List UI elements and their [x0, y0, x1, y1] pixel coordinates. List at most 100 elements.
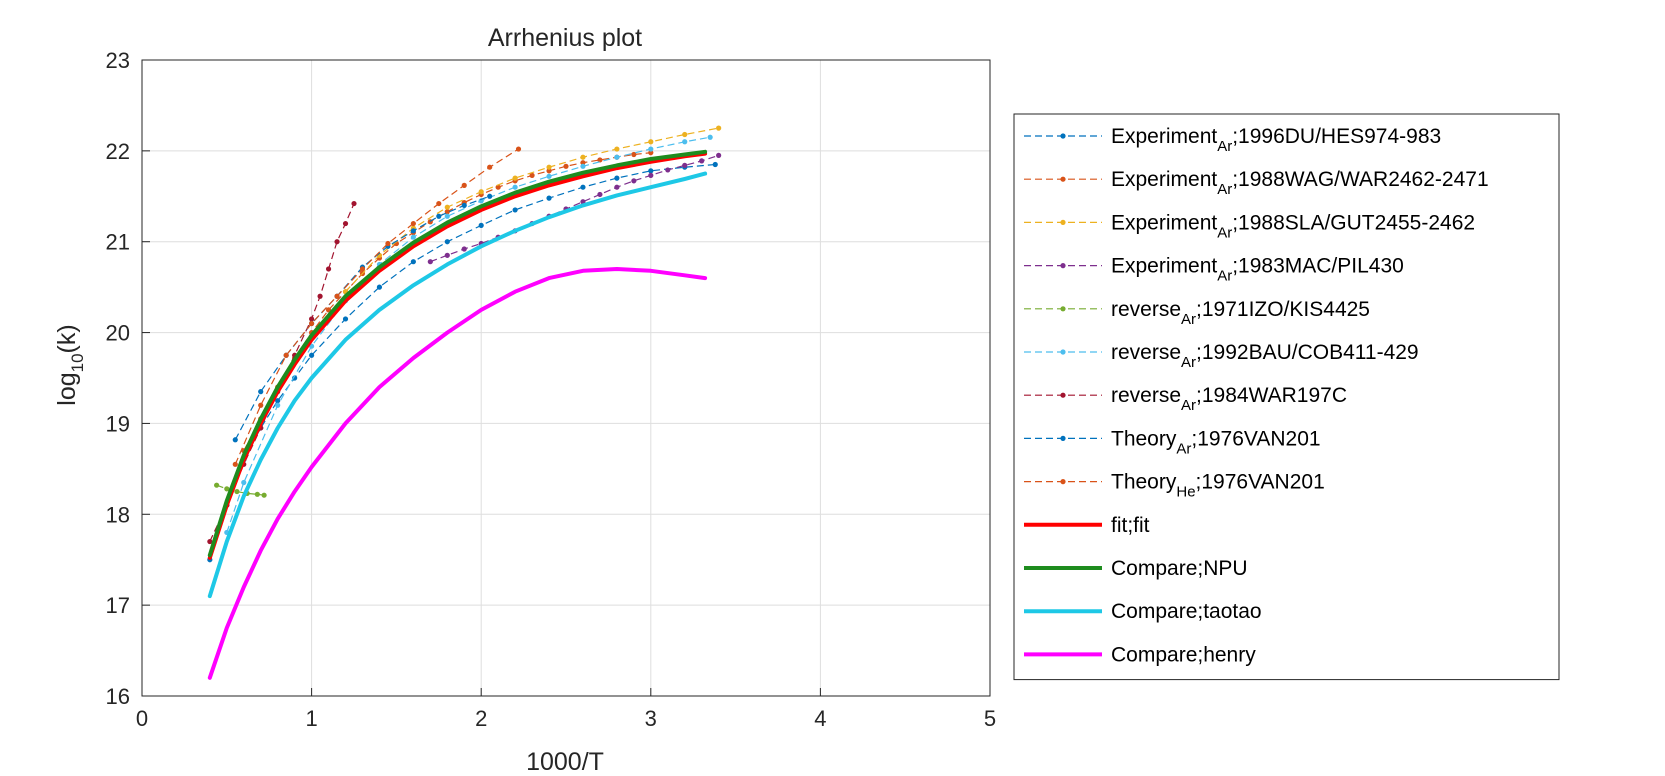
data-point — [325, 307, 332, 313]
data-point — [334, 293, 340, 299]
data-point — [232, 437, 238, 443]
y-tick-label: 23 — [106, 48, 130, 73]
legend-entry: TheoryHe;1976VAN201 — [1024, 471, 1325, 501]
data-point — [515, 146, 522, 152]
data-point — [207, 538, 213, 545]
data-point — [648, 168, 654, 174]
series-4 — [214, 482, 267, 498]
legend-label-name: reverse — [1111, 298, 1181, 321]
data-point — [648, 172, 654, 178]
data-point — [665, 167, 671, 173]
data-point — [580, 160, 586, 166]
data-point — [325, 266, 332, 272]
data-point — [444, 252, 450, 258]
legend-label-suffix: ;1988WAG/WAR2462-2471 — [1232, 168, 1488, 191]
data-point — [682, 162, 688, 168]
series-8 — [232, 146, 522, 467]
series-line — [216, 484, 265, 496]
legend-entry: reverseAr;1971IZO/KIS4425 — [1024, 298, 1370, 328]
legend-swatch-marker — [1060, 176, 1066, 182]
data-point — [234, 488, 240, 495]
legend-entry: ExperimentAr;1988SLA/GUT2455-2462 — [1024, 211, 1475, 241]
data-point — [342, 316, 349, 322]
data-point — [597, 157, 603, 163]
data-point — [478, 198, 484, 204]
data-point — [309, 320, 315, 327]
data-point — [614, 154, 620, 160]
data-point — [597, 191, 603, 198]
legend-label-name: Experiment — [1111, 255, 1217, 278]
series-line — [207, 267, 708, 680]
data-point — [512, 184, 518, 190]
data-point — [461, 246, 467, 252]
legend-label-sub: He — [1176, 484, 1195, 501]
data-point — [436, 200, 442, 207]
y-axis-label-rest: (k) — [53, 324, 81, 353]
x-tick-label: 5 — [984, 706, 996, 731]
data-point — [580, 184, 586, 190]
legend-label-sub: Ar — [1217, 268, 1232, 285]
data-point — [631, 151, 637, 158]
plot-background — [142, 60, 990, 696]
data-point — [614, 146, 620, 152]
legend-entry: Compare;taotao — [1024, 600, 1262, 623]
data-point — [444, 213, 450, 219]
data-point — [254, 491, 260, 497]
x-tick-label: 1 — [305, 706, 317, 731]
legend-swatch-marker — [1060, 219, 1066, 225]
series-11 — [207, 171, 708, 599]
legend-swatch-marker — [1060, 435, 1066, 441]
data-point — [648, 146, 654, 152]
legend-label: Compare;taotao — [1111, 600, 1262, 623]
series-line — [345, 127, 719, 293]
data-point — [385, 240, 391, 247]
x-tick-label: 2 — [475, 706, 487, 731]
legend-label-sub: Ar — [1217, 224, 1232, 241]
legend-label-name: fit;fit — [1111, 514, 1150, 537]
data-point — [512, 207, 518, 213]
series-line — [207, 171, 708, 599]
data-point — [309, 316, 315, 322]
data-point — [275, 398, 281, 404]
legend-label-sub: Ar — [1217, 138, 1232, 155]
series-line — [207, 149, 708, 558]
y-tick-label: 19 — [106, 411, 130, 436]
legend-entry: Compare;henry — [1024, 643, 1256, 666]
legend-label: ExperimentAr;1983MAC/PIL430 — [1111, 255, 1404, 285]
data-point — [427, 259, 433, 265]
data-point — [461, 202, 467, 208]
legend-label: ExperimentAr;1988SLA/GUT2455-2462 — [1111, 211, 1475, 241]
data-point — [648, 139, 654, 145]
legend-label-suffix: ;1996DU/HES974-983 — [1232, 125, 1441, 148]
legend-label: ExperimentAr;1996DU/HES974-983 — [1111, 125, 1441, 155]
y-tick-label: 17 — [106, 593, 130, 618]
legend-label-suffix: ;1988SLA/GUT2455-2462 — [1232, 211, 1475, 234]
legend-label-name: Experiment — [1111, 125, 1217, 148]
legend-label-suffix: ;1976VAN201 — [1196, 471, 1325, 494]
data-point — [546, 168, 552, 174]
legend-label-sub: Ar — [1176, 440, 1191, 457]
data-point — [258, 389, 264, 395]
legend-entry: reverseAr;1984WAR197C — [1024, 384, 1347, 414]
data-point — [546, 164, 552, 170]
data-point — [716, 125, 722, 131]
data-point — [309, 352, 315, 358]
series-12 — [207, 267, 708, 680]
y-tick-label: 20 — [106, 321, 130, 346]
legend-swatch-marker — [1060, 392, 1066, 398]
data-point — [487, 164, 493, 170]
data-point — [444, 209, 450, 215]
series-2 — [342, 125, 722, 295]
data-point — [682, 131, 688, 138]
data-point — [707, 134, 713, 140]
series-line — [234, 148, 519, 465]
legend-label-sub: Ar — [1181, 311, 1196, 328]
legend-label-sub: Ar — [1217, 181, 1232, 198]
legend-label-suffix: ;1984WAR197C — [1196, 384, 1347, 407]
data-point — [376, 284, 383, 290]
legend-label-name: Experiment — [1111, 168, 1217, 191]
legend-entry: ExperimentAr;1988WAG/WAR2462-2471 — [1024, 168, 1489, 198]
legend-label-suffix: ;1983MAC/PIL430 — [1232, 255, 1404, 278]
